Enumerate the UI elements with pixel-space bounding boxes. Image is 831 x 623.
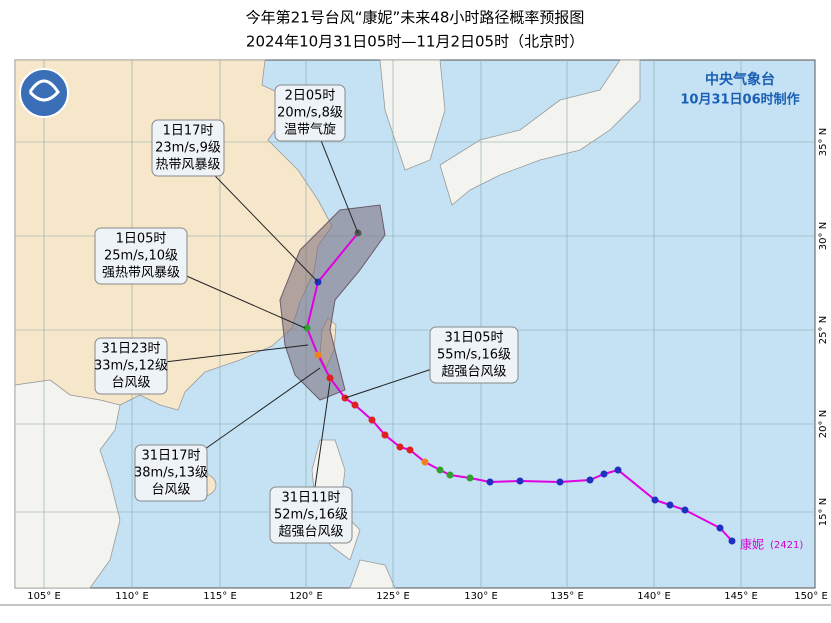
track-point: [614, 466, 622, 474]
callout-box: [269, 486, 353, 544]
storm-id: (2421): [770, 540, 803, 551]
callout-line: 38m/s,13级: [134, 466, 208, 481]
track-point: [681, 506, 689, 514]
longitude-label: 150° E: [794, 591, 828, 602]
callout-line: 1日17时: [163, 124, 214, 139]
track-point: [651, 496, 659, 504]
callout-line: 强热带风暴级: [102, 266, 180, 281]
callout-line: 2日05时: [285, 89, 336, 104]
track-point: [446, 471, 454, 479]
callout-line: 温带气旋: [284, 122, 336, 138]
callout-box: [94, 337, 168, 395]
callout-box: [429, 326, 519, 384]
track: [305, 232, 733, 542]
track-points: [303, 229, 736, 545]
track-point: [381, 431, 389, 439]
longitude-label: 140° E: [637, 591, 671, 602]
callout-line: 33m/s,12级: [94, 359, 168, 374]
title: 今年第21号台风“康妮”未来48小时路径概率预报图: [246, 9, 585, 27]
track-point: [600, 470, 608, 478]
track-point: [556, 478, 564, 486]
callout-line: 55m/s,16级: [437, 348, 511, 363]
storm-label: 康妮: [740, 537, 764, 552]
callout-line: 20m/s,8级: [277, 106, 343, 121]
track-point: [326, 374, 334, 382]
track-point: [728, 537, 736, 545]
callout-line: 31日05时: [444, 331, 503, 346]
track-point: [716, 524, 724, 532]
track-point: [421, 458, 429, 466]
longitude-label: 145° E: [724, 591, 758, 602]
latitude-label: 30° N: [818, 222, 829, 250]
japan: [439, 59, 641, 206]
callout-box: [274, 84, 346, 142]
callout-line: 1日05时: [116, 232, 167, 247]
callout-line: 23m/s,9级: [155, 141, 221, 156]
track-point: [486, 478, 494, 486]
callout-line: 台风级: [111, 376, 150, 391]
track-point: [666, 501, 674, 509]
longitude-label: 110° E: [115, 591, 149, 602]
track-point: [314, 351, 322, 359]
track-point: [406, 446, 414, 454]
latitude-label: 25° N: [818, 316, 829, 344]
callout-line: 热带风暴级: [155, 158, 220, 173]
track-point: [516, 477, 524, 485]
callout-box: [151, 119, 225, 177]
longitude-label: 135° E: [550, 591, 584, 602]
callout-line: 52m/s,16级: [274, 508, 348, 523]
track-point: [436, 466, 444, 474]
longitude-label: 130° E: [464, 591, 498, 602]
track-point: [396, 443, 404, 451]
track-point: [466, 474, 474, 482]
track-point: [303, 324, 311, 332]
agency: 中央气象台: [705, 71, 775, 88]
callout-line: 31日11时: [281, 491, 340, 506]
latitude-label: 35° N: [818, 128, 829, 156]
korea: [379, 59, 446, 171]
subtitle: 2024年10月31日05时—11月2日05时（北京时）: [246, 33, 584, 51]
philippines-south: [349, 559, 396, 589]
callout-line: 超强台风级: [278, 525, 343, 540]
callout-line: 超强台风级: [441, 365, 506, 380]
probability-cone: [279, 204, 386, 401]
track-point: [368, 416, 376, 424]
callout-box: [134, 444, 208, 502]
longitude-label: 120° E: [289, 591, 323, 602]
latitude-label: 15° N: [818, 498, 829, 526]
logo: [19, 68, 69, 118]
longitude-label: 115° E: [203, 591, 237, 602]
longitude-label: 125° E: [376, 591, 410, 602]
callout-box: [94, 227, 188, 285]
latitude-label: 20° N: [818, 410, 829, 438]
longitude-label: 105° E: [27, 591, 61, 602]
issued: 10月31日06时制作: [680, 92, 799, 108]
indochina: [14, 379, 121, 589]
callout-line: 25m/s,10级: [104, 249, 178, 264]
callout-line: 31日17时: [141, 449, 200, 464]
callout-line: 台风级: [151, 483, 190, 498]
track-point: [351, 401, 359, 409]
track-point: [586, 476, 594, 484]
callout-line: 31日23时: [101, 342, 160, 357]
logo-mark: [28, 79, 60, 102]
